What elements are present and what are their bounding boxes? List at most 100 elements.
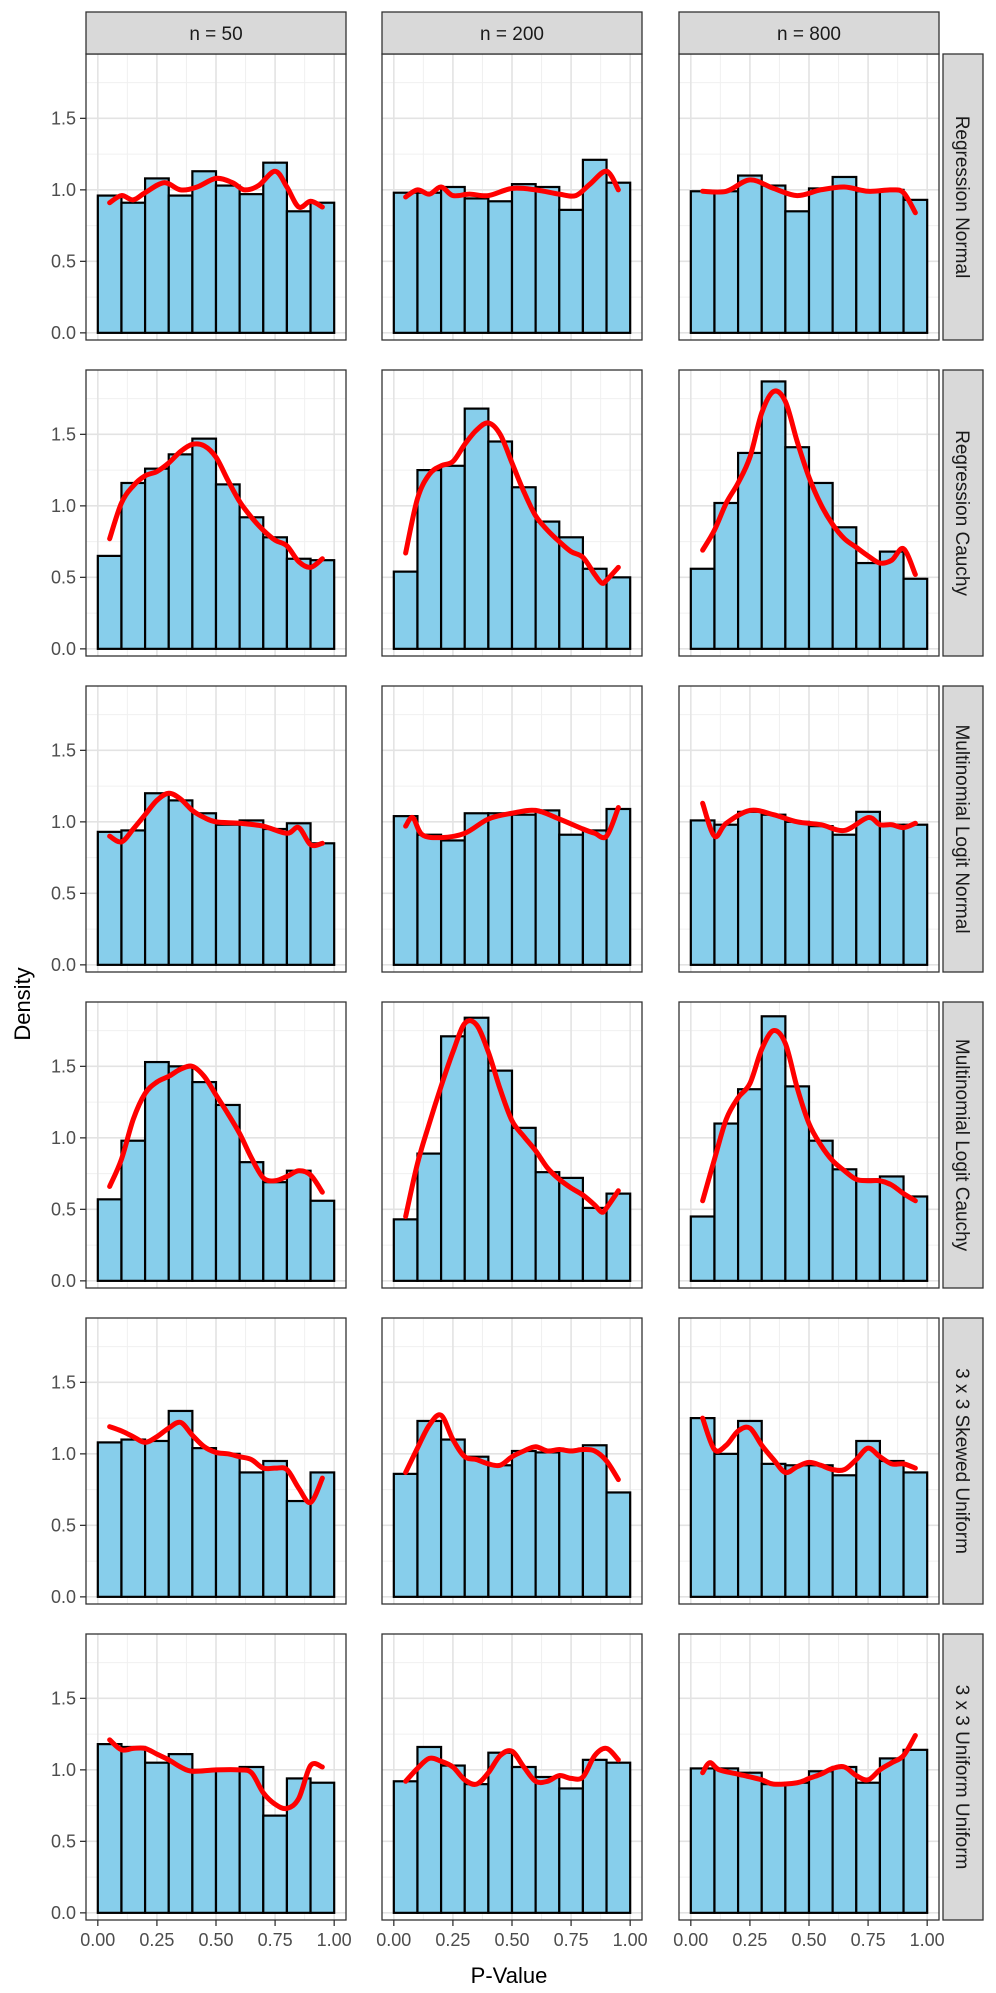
- histogram-bar: [736, 1771, 763, 1914]
- histogram-bar: [760, 1783, 787, 1914]
- histogram-bar: [736, 1088, 763, 1282]
- column-strip: [381, 11, 643, 55]
- y-tick-label: 0.0: [51, 1903, 76, 1923]
- density-curve: [700, 1415, 918, 1476]
- panel-border: [381, 1317, 643, 1605]
- histogram-bar: [392, 191, 419, 334]
- panel-r6-c1: [85, 1633, 347, 1921]
- column-strip: [85, 11, 347, 55]
- histogram-bar: [605, 576, 632, 650]
- histogram-bar: [855, 1439, 882, 1598]
- row-strip-label: Regression Cauchy: [951, 430, 972, 596]
- panel-border: [85, 369, 347, 657]
- histogram-bar: [902, 1195, 929, 1282]
- histogram-bar: [214, 1452, 241, 1598]
- histogram-bar: [262, 1814, 289, 1914]
- y-tick-label: 1.5: [51, 1688, 76, 1708]
- panel-border: [678, 1001, 940, 1289]
- panels-layer: [85, 53, 940, 1921]
- histogram-bar: [463, 812, 490, 966]
- histogram-bar: [760, 1462, 787, 1598]
- density-curve: [700, 177, 918, 216]
- panel-border: [381, 685, 643, 973]
- histogram-bar: [605, 181, 632, 334]
- y-tick-label: 1.5: [51, 424, 76, 444]
- histogram-bar: [605, 1761, 632, 1914]
- histogram-bar: [713, 1452, 740, 1598]
- panel-border: [678, 685, 940, 973]
- y-tick-label: 1.5: [51, 1056, 76, 1076]
- histogram-bar: [831, 833, 858, 966]
- histogram-bar: [309, 1781, 336, 1914]
- histogram-bar: [262, 161, 289, 334]
- histogram-bar: [238, 516, 265, 650]
- panel-r1-c1: [85, 53, 347, 341]
- histogram-bar: [784, 1464, 811, 1598]
- histogram-bar: [534, 1451, 561, 1598]
- histogram-bar: [878, 1757, 905, 1914]
- histogram-bar: [807, 1770, 834, 1914]
- column-strip-label: n = 800: [777, 24, 841, 45]
- histogram-bar: [214, 823, 241, 966]
- histogram-bar: [238, 1471, 265, 1598]
- histogram-bar: [191, 170, 218, 334]
- histogram-bar: [760, 1015, 787, 1282]
- row-strip: [942, 369, 984, 657]
- density-curve: [403, 420, 621, 586]
- histogram-bar: [558, 1448, 585, 1598]
- density-curve: [700, 1733, 918, 1787]
- histogram-bar: [487, 440, 514, 650]
- panel-r5-c3: [678, 1317, 940, 1605]
- histogram-bar: [713, 190, 740, 334]
- panel-border: [85, 1001, 347, 1289]
- histogram-bar: [736, 451, 763, 650]
- x-tick-label: 0.50: [494, 1930, 529, 1950]
- histogram-bar: [96, 1441, 123, 1598]
- histogram-bar: [605, 1491, 632, 1598]
- x-tick-label: 0.25: [435, 1930, 470, 1950]
- histogram-bar: [143, 1439, 170, 1598]
- panel-r1-c3: [678, 53, 940, 341]
- histogram-bar: [262, 827, 289, 966]
- histogram-bar: [534, 185, 561, 334]
- histogram-bar: [807, 1464, 834, 1598]
- histogram-bar: [902, 1471, 929, 1598]
- histogram-bar: [878, 1459, 905, 1598]
- y-tick-label: 0.5: [51, 1199, 76, 1219]
- histogram-bar: [392, 1218, 419, 1282]
- y-tick-label: 0.5: [51, 1515, 76, 1535]
- histogram-bar: [558, 1787, 585, 1914]
- panel-border: [381, 369, 643, 657]
- histogram-bar: [392, 1780, 419, 1914]
- histogram-bar: [831, 1474, 858, 1598]
- panel-border: [678, 369, 940, 657]
- panel-border: [381, 1001, 643, 1289]
- y-tick-label: 0.5: [51, 1831, 76, 1851]
- histogram-bar: [807, 187, 834, 334]
- histogram-bar: [902, 823, 929, 966]
- panel-r4-c3: [678, 1001, 940, 1289]
- density-curve: [107, 790, 325, 849]
- histogram-bar: [510, 1449, 537, 1598]
- histogram-bar: [878, 188, 905, 334]
- histogram-bar: [238, 193, 265, 334]
- histogram-bar: [463, 407, 490, 650]
- panel-r3-c2: [381, 685, 643, 973]
- histogram-bar: [855, 810, 882, 966]
- histogram-bar: [534, 1171, 561, 1282]
- panel-r4-c1: [85, 1001, 347, 1289]
- histogram-bar: [120, 481, 147, 650]
- histogram-bar: [285, 210, 312, 334]
- row-strip-label: 3 x 3 Uniform Uniform: [951, 1685, 972, 1870]
- panel-r1-c2: [381, 53, 643, 341]
- histogram-bar: [736, 174, 763, 334]
- histogram-bar: [689, 190, 716, 334]
- y-tick-label: 0.0: [51, 323, 76, 343]
- histogram-bar: [534, 809, 561, 966]
- y-tick-label: 1.5: [51, 1372, 76, 1392]
- histogram-bar: [416, 833, 443, 966]
- row-strip: [942, 1317, 984, 1605]
- x-tick-label: 0.25: [139, 1930, 174, 1950]
- y-tick-label: 0.0: [51, 1587, 76, 1607]
- histogram-bar: [736, 810, 763, 966]
